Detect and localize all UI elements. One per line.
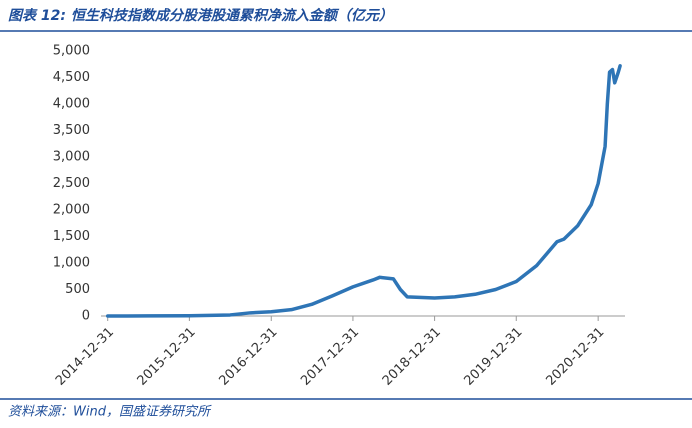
- x-tick-label: 2018-12-31: [380, 325, 444, 389]
- x-tick-label: 2019-12-31: [462, 325, 526, 389]
- x-tick-label: 2020-12-31: [543, 325, 607, 389]
- y-tick-label: 4,500: [53, 70, 90, 85]
- data-line: [105, 64, 622, 318]
- x-tick-label: 2015-12-31: [135, 325, 199, 389]
- y-tick-label: 500: [65, 282, 90, 297]
- x-tick-label: 2017-12-31: [298, 325, 362, 389]
- chart-title: 图表 12: 恒生科技指数成分股港股通累积净流入金额（亿元）: [8, 7, 393, 24]
- y-tick-label: 3,000: [53, 150, 90, 165]
- y-tick-label: 2,500: [53, 176, 90, 191]
- source-note: 资料来源：Wind，国盛证券研究所: [8, 404, 212, 420]
- y-tick-label: 5,000: [53, 44, 90, 59]
- y-tick-label: 3,500: [53, 123, 90, 138]
- y-tick-label: 4,000: [53, 97, 90, 112]
- y-tick-label: 1,000: [53, 256, 90, 271]
- x-tick-label: 2014-12-31: [53, 325, 117, 389]
- y-tick-label: 2,000: [53, 203, 90, 218]
- y-tick-label: 1,500: [53, 229, 90, 244]
- y-tick-label: 0: [82, 309, 90, 324]
- x-tick-label: 2016-12-31: [217, 325, 281, 389]
